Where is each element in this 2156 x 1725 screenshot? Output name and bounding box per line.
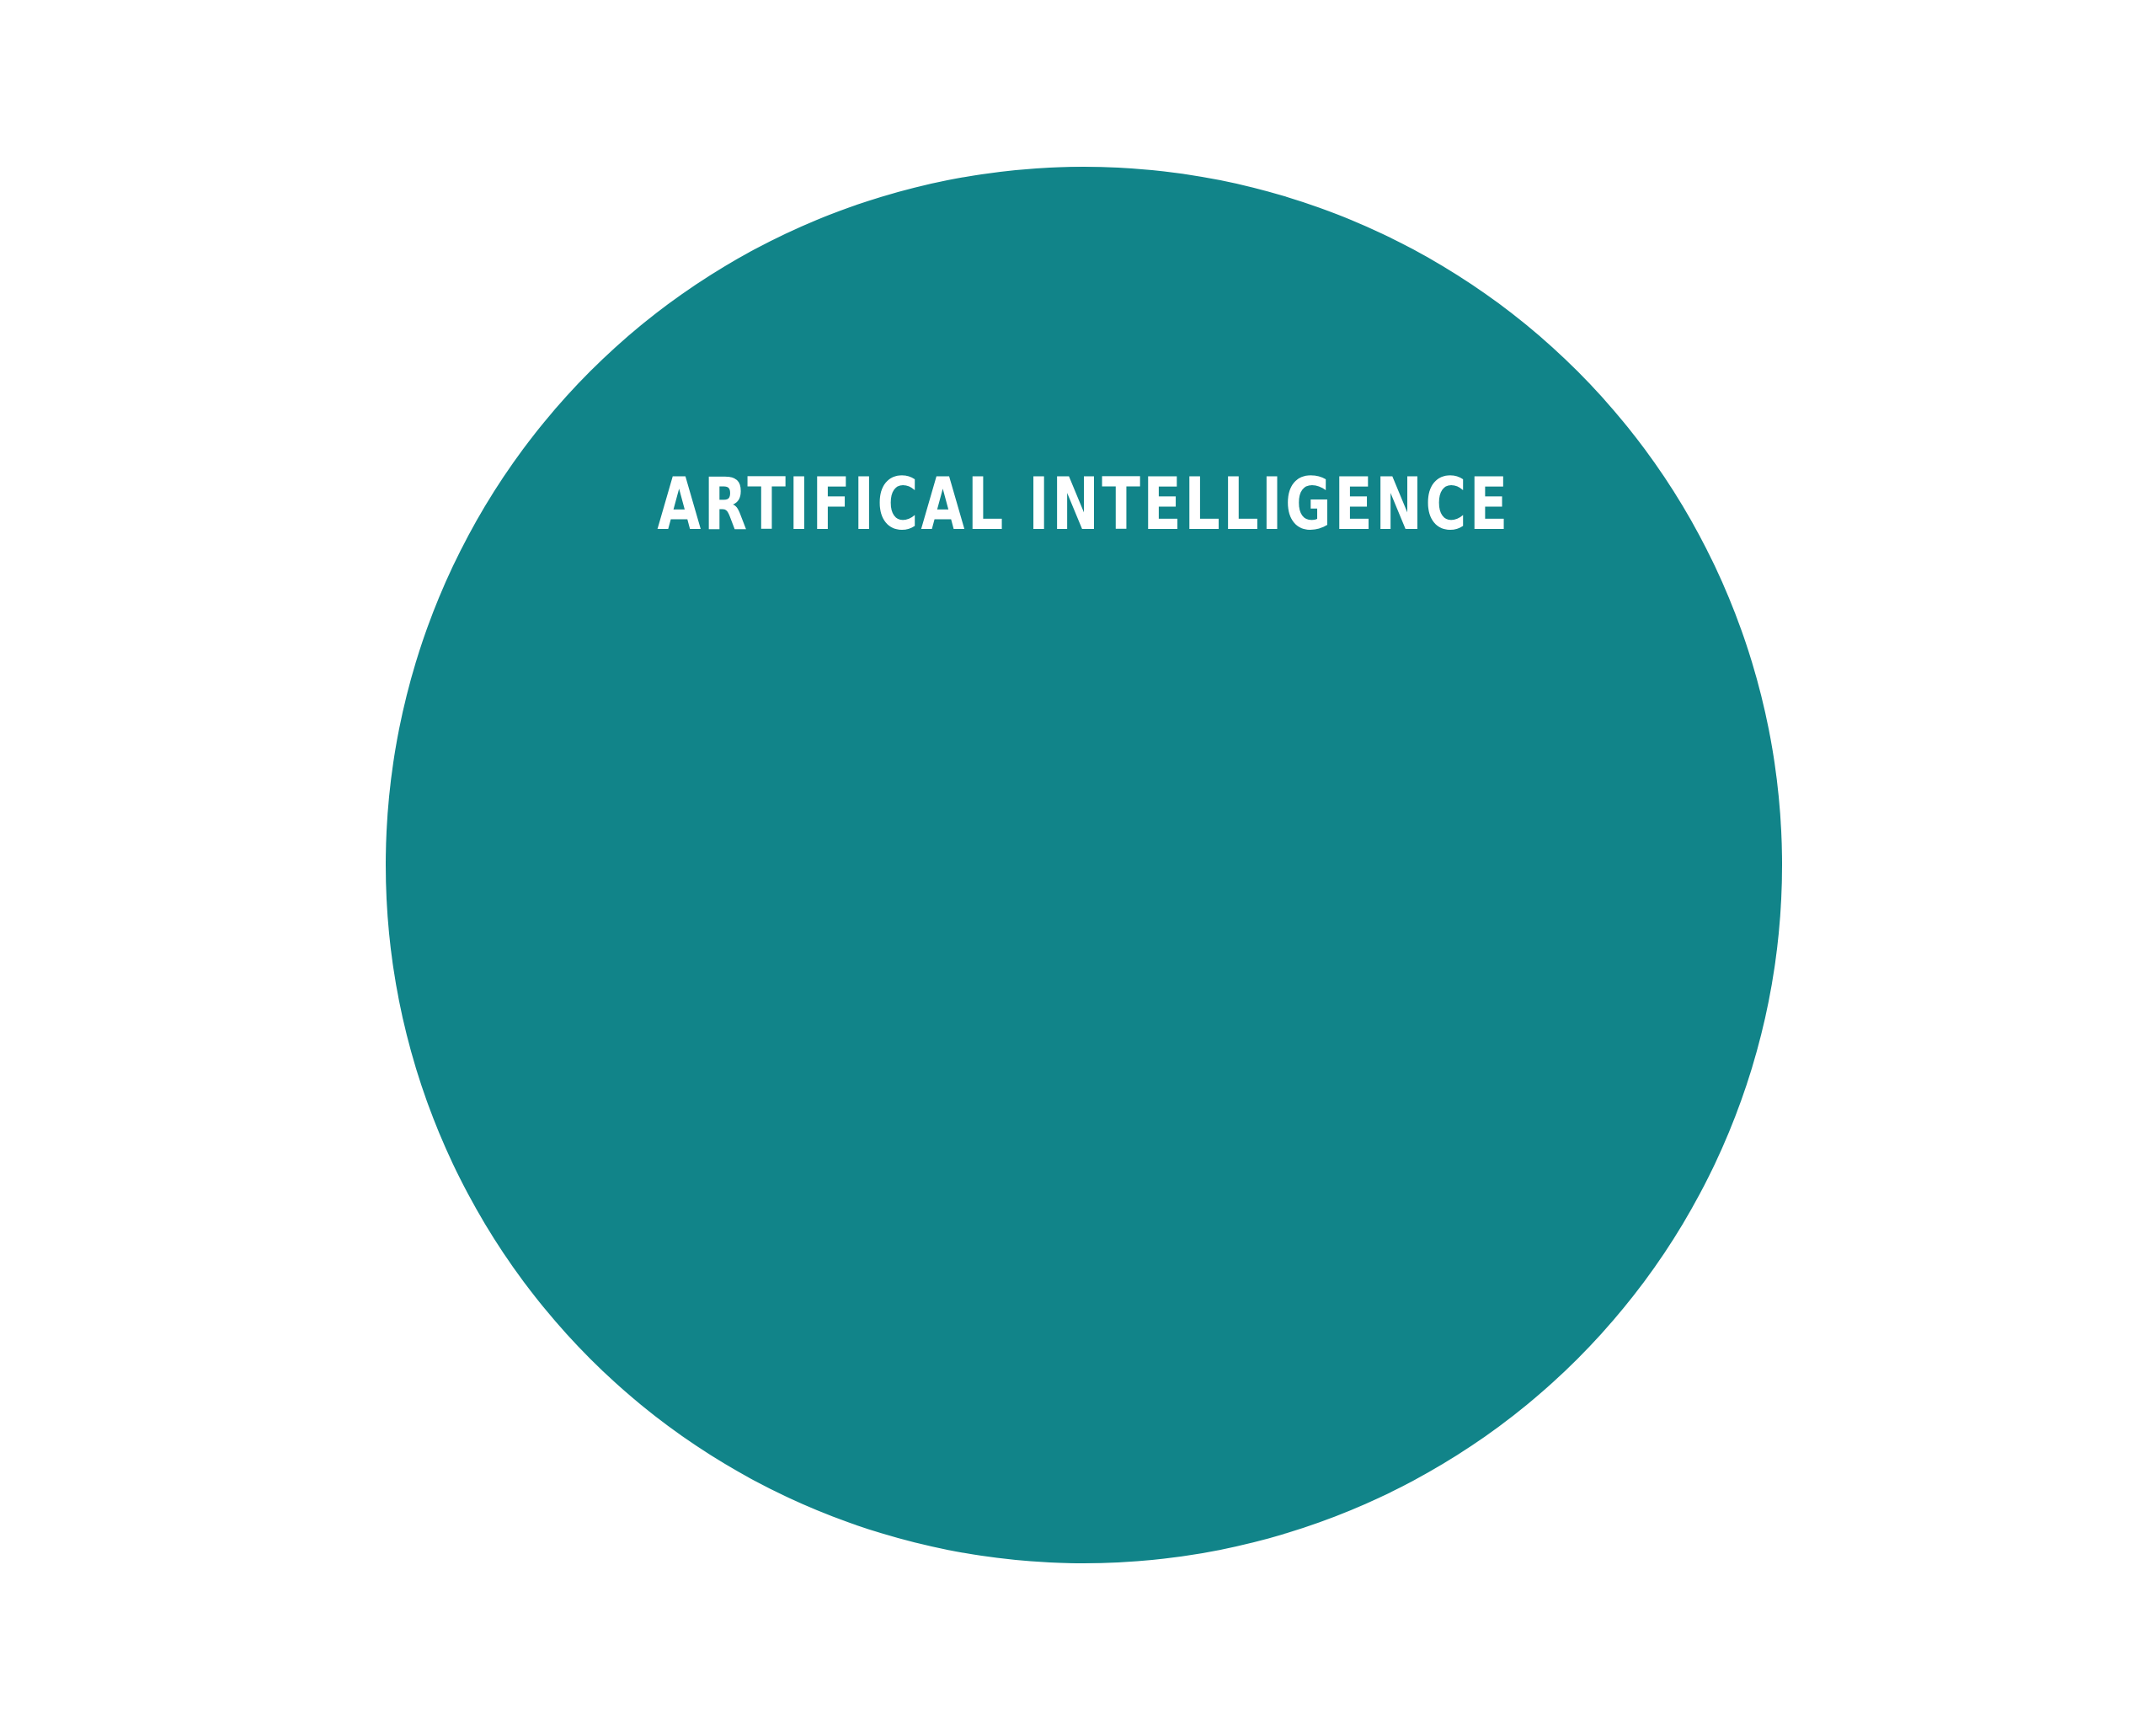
ai-circle-label: ARTIFICAL INTELLIGENCE	[657, 462, 1511, 547]
ai-circle: ARTIFICAL INTELLIGENCE	[386, 167, 1782, 1563]
